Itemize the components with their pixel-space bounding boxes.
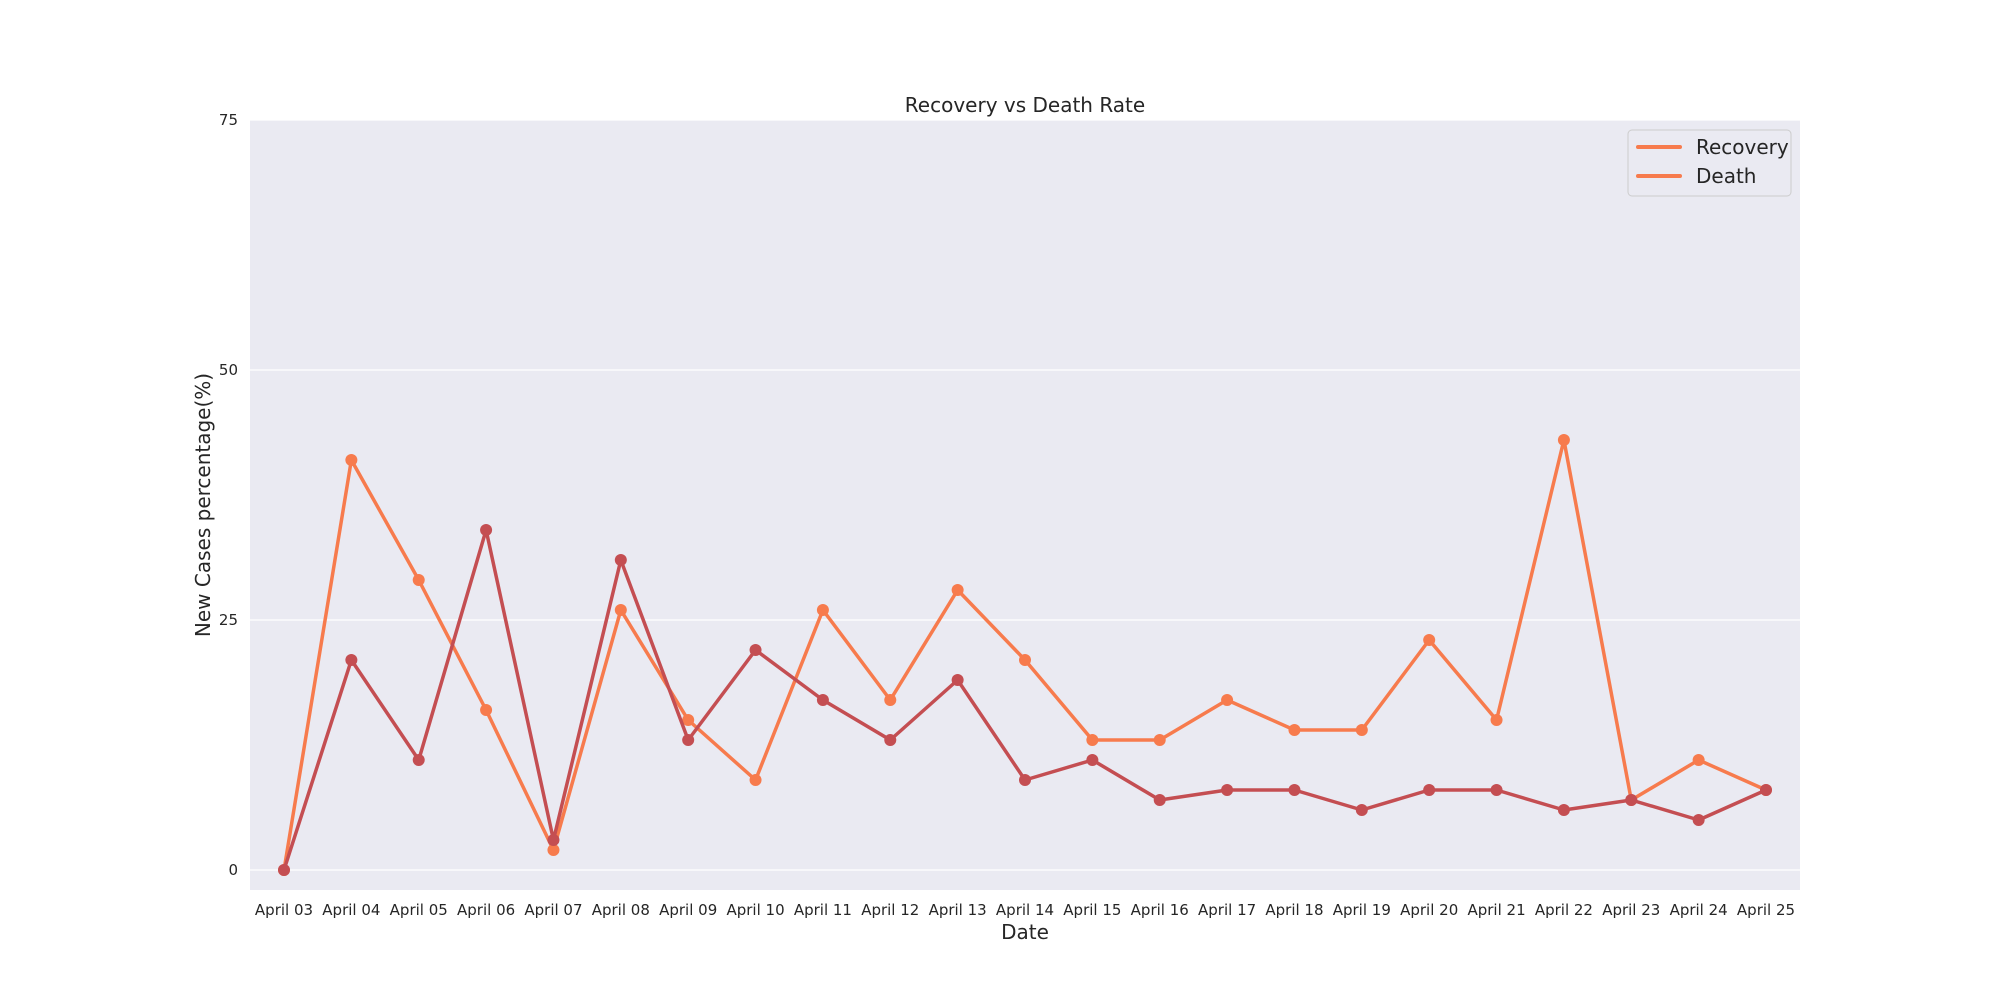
x-tick-label: April 05 bbox=[390, 901, 448, 919]
legend-recovery-label: Recovery bbox=[1696, 135, 1789, 159]
x-tick-label: April 14 bbox=[996, 901, 1054, 919]
data-point-recovery bbox=[951, 584, 964, 596]
x-tick-label: April 06 bbox=[457, 901, 515, 919]
x-tick-label: April 08 bbox=[592, 901, 650, 919]
data-point-death bbox=[1490, 784, 1503, 796]
data-point-recovery bbox=[480, 704, 493, 716]
data-point-death bbox=[1692, 814, 1705, 826]
data-point-death bbox=[1760, 784, 1772, 796]
x-tick-label: April 10 bbox=[726, 901, 784, 919]
data-point-death bbox=[547, 834, 560, 846]
data-point-death bbox=[1221, 784, 1234, 796]
data-point-death bbox=[412, 754, 425, 766]
data-point-death bbox=[614, 554, 627, 566]
data-point-death bbox=[1423, 784, 1436, 796]
x-tick-label: April 19 bbox=[1333, 901, 1391, 919]
x-tick-label: April 23 bbox=[1602, 901, 1660, 919]
data-point-death bbox=[951, 674, 964, 686]
legend: Recovery Death bbox=[1627, 129, 1792, 197]
x-tick-label: April 20 bbox=[1400, 901, 1458, 919]
data-point-death bbox=[816, 694, 829, 706]
x-tick-label: April 04 bbox=[322, 901, 380, 919]
data-point-recovery bbox=[1490, 714, 1503, 726]
data-point-recovery bbox=[547, 844, 560, 856]
data-point-recovery bbox=[1086, 734, 1099, 746]
series-death bbox=[278, 524, 1772, 876]
x-tick-label: April 25 bbox=[1737, 901, 1795, 919]
x-tick-label: April 16 bbox=[1131, 901, 1189, 919]
series-layer bbox=[278, 434, 1772, 876]
y-tick-label: 75 bbox=[219, 111, 238, 129]
data-point-recovery bbox=[1221, 694, 1234, 706]
x-tick-label: April 22 bbox=[1535, 901, 1593, 919]
data-point-recovery bbox=[884, 694, 897, 706]
data-point-recovery bbox=[682, 714, 695, 726]
x-axis-ticks: April 03 April 04 April 05 April 06 April 07… bbox=[255, 901, 1795, 919]
grid-lines bbox=[250, 119, 1800, 871]
x-axis-title: Date bbox=[1001, 920, 1049, 944]
x-tick-label: April 15 bbox=[1063, 901, 1121, 919]
y-axis-ticks: 0 25 50 75 bbox=[219, 111, 238, 879]
y-tick-label: 50 bbox=[219, 361, 238, 379]
data-point-death bbox=[345, 654, 358, 666]
data-point-recovery bbox=[412, 574, 425, 586]
data-point-death bbox=[749, 644, 762, 656]
data-point-recovery bbox=[1692, 754, 1705, 766]
x-tick-label: April 17 bbox=[1198, 901, 1256, 919]
x-tick-label: April 03 bbox=[255, 901, 313, 919]
data-point-death bbox=[1625, 794, 1638, 806]
data-point-recovery bbox=[1423, 634, 1436, 646]
data-point-death bbox=[1355, 804, 1368, 816]
chart-title: Recovery vs Death Rate bbox=[905, 93, 1145, 117]
x-tick-label: April 11 bbox=[794, 901, 852, 919]
x-tick-label: April 18 bbox=[1265, 901, 1323, 919]
x-tick-label: April 21 bbox=[1467, 901, 1525, 919]
data-point-death bbox=[1086, 754, 1099, 766]
data-point-recovery bbox=[1019, 654, 1031, 666]
data-point-recovery bbox=[816, 604, 829, 616]
legend-death-label: Death bbox=[1696, 164, 1756, 188]
data-point-death bbox=[1153, 794, 1166, 806]
y-tick-label: 25 bbox=[219, 611, 238, 629]
x-tick-label: April 07 bbox=[524, 901, 582, 919]
y-axis-title: New Cases percentage(%) bbox=[191, 373, 215, 637]
y-tick-label: 0 bbox=[228, 861, 238, 879]
data-point-death bbox=[1288, 784, 1301, 796]
data-point-recovery bbox=[1153, 734, 1166, 746]
x-tick-label: April 13 bbox=[929, 901, 987, 919]
data-point-death bbox=[1019, 774, 1031, 786]
x-tick-label: April 12 bbox=[861, 901, 919, 919]
data-point-death bbox=[1557, 804, 1570, 816]
data-point-recovery bbox=[1557, 434, 1570, 446]
data-point-recovery bbox=[749, 774, 762, 786]
data-point-recovery bbox=[345, 454, 358, 466]
x-tick-label: April 24 bbox=[1670, 901, 1728, 919]
data-point-recovery bbox=[1288, 724, 1301, 736]
plot-background bbox=[250, 120, 1800, 890]
data-point-death bbox=[884, 734, 897, 746]
data-point-recovery bbox=[1355, 724, 1368, 736]
series-recovery bbox=[278, 434, 1772, 876]
data-point-death bbox=[480, 524, 493, 536]
x-tick-label: April 09 bbox=[659, 901, 717, 919]
data-point-death bbox=[682, 734, 695, 746]
data-point-recovery bbox=[614, 604, 627, 616]
data-point-death bbox=[278, 864, 290, 876]
